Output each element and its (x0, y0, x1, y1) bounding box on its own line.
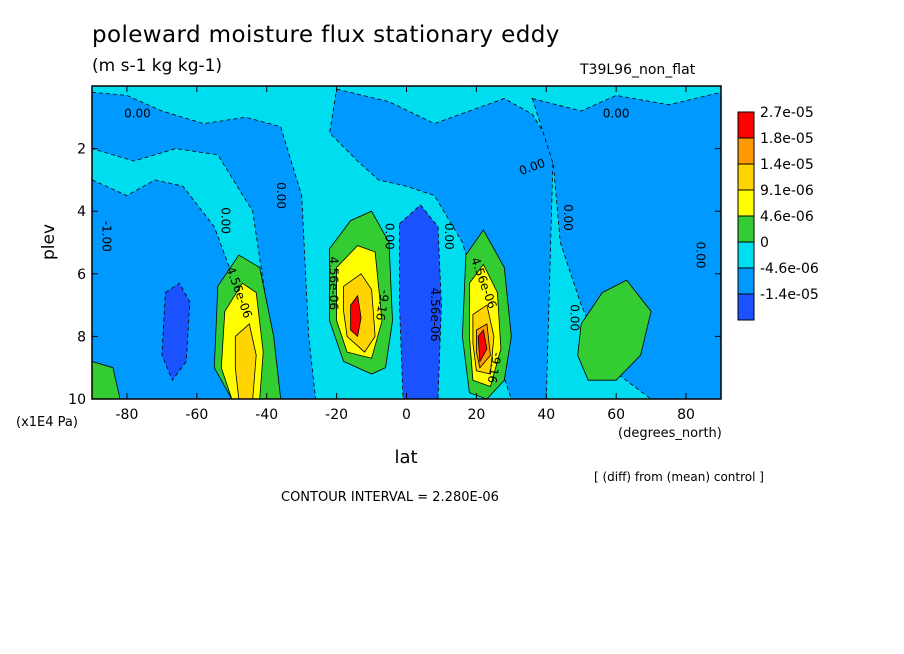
colorbar-label: 2.7e-05 (760, 105, 814, 121)
contour-label-5: 0.00 (383, 223, 397, 250)
colorbar-swatch (737, 111, 755, 139)
contour-label-16: -9.16 (485, 351, 504, 384)
contour-region-12 (350, 294, 362, 338)
y-tick-label: 2 (77, 142, 86, 158)
contour-label-layer: 0.00 0.000.000.000.000.00 0.000.000.000.00… (99, 107, 707, 385)
y-tick-label: 4 (77, 204, 86, 220)
y-axis-label: plev (39, 224, 59, 260)
x-tick-label: 20 (467, 407, 485, 423)
contour-label-4: 0.00 (274, 182, 288, 209)
colorbar-swatch (737, 137, 755, 165)
x-tick-label: -20 (325, 407, 348, 423)
contour-label-1: 0.00 (603, 107, 630, 121)
y-tick-label: 6 (77, 267, 86, 283)
colorbar-label: 1.4e-05 (760, 157, 814, 173)
colorbar-swatch (737, 215, 755, 243)
x-tick-label: 40 (537, 407, 555, 423)
contour-region-4 (161, 282, 191, 382)
chart-units: (m s-1 kg kg-1) (92, 56, 223, 76)
x-tick-label: 0 (402, 407, 411, 423)
contour-label-3: 0.00 (218, 207, 232, 234)
contour-label-10: -1.00 (99, 221, 113, 252)
colorbar-swatch (737, 293, 755, 321)
colorbar-swatch (737, 241, 755, 269)
contour-region-8 (234, 323, 257, 399)
contour-label-7: 0.00 (561, 204, 575, 231)
colorbar-label: 0 (760, 235, 769, 251)
x-tick-label: -40 (255, 407, 278, 423)
x-axis-unit: (degrees_north) (618, 426, 722, 441)
contour-label-8: 0.00 (568, 304, 582, 331)
y-tick-label: 10 (68, 392, 86, 408)
contour-label-9: 0.00 (694, 242, 708, 269)
chart-title: poleward moisture flux stationary eddy (92, 22, 560, 48)
contour-label-15: -9.16 (373, 289, 392, 322)
contour-interval-label: CONTOUR INTERVAL = 2.280E-06 (281, 490, 499, 505)
colorbar-swatch (737, 189, 755, 217)
contour-label-6: 0.00 (442, 223, 456, 250)
colorbar-label: 4.6e-06 (760, 209, 814, 225)
colorbar-label: -4.6e-06 (760, 261, 819, 277)
contour-label-0: 0.00 (124, 107, 151, 121)
contour-fill-layer (92, 88, 721, 399)
contour-label-14: 4.56e-06 (428, 288, 442, 342)
colorbar-swatch (737, 163, 755, 191)
x-axis: -80 -60 -40 -20 0 20 40 60 80 (116, 86, 695, 423)
run-label: T39L96_non_flat (580, 62, 696, 78)
y-tick-label: 8 (77, 329, 86, 345)
contour-region-1 (92, 91, 317, 399)
y-axis: 2 4 6 8 10 (68, 142, 721, 408)
x-tick-label: -80 (116, 407, 139, 423)
x-tick-label: 60 (607, 407, 625, 423)
colorbar-label: -1.4e-05 (760, 287, 819, 303)
contour-region-3 (531, 91, 721, 399)
diff-note: [ (diff) from (mean) control ] (594, 470, 764, 484)
x-tick-label: -60 (185, 407, 208, 423)
colorbar-swatch (737, 267, 755, 295)
contour-region-19 (92, 360, 121, 399)
x-tick-label: 80 (677, 407, 695, 423)
contour-region-5 (399, 204, 442, 399)
y-axis-unit: (x1E4 Pa) (16, 415, 78, 430)
colorbar-label: 9.1e-06 (760, 183, 814, 199)
colorbar-legend: 2.7e-05 1.8e-05 1.4e-05 9.1e-06 4.6e-06 0 -4.6… (737, 105, 819, 321)
contour-label-12: 4.56e-06 (327, 256, 341, 310)
contour-region-17 (477, 329, 488, 363)
x-axis-label: lat (394, 447, 417, 468)
colorbar-label: 1.8e-05 (760, 131, 814, 147)
contour-region-18 (577, 279, 652, 381)
